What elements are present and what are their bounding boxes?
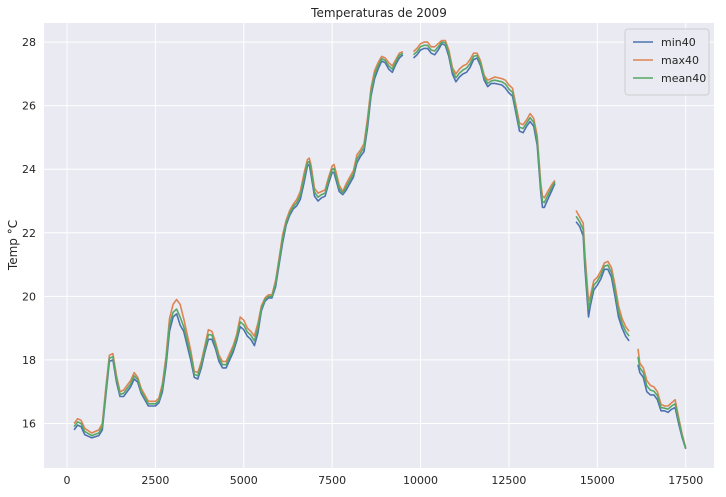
line-mean40 [412, 41, 556, 204]
x-tick-label: 5000 [230, 474, 258, 487]
legend-label: mean40 [661, 72, 706, 85]
series-lines [73, 39, 687, 450]
legend-label: max40 [661, 54, 699, 67]
gridlines [44, 23, 714, 468]
plot-area [44, 23, 714, 468]
line-mean40 [637, 356, 687, 449]
x-tick-label: 17500 [668, 474, 703, 487]
y-axis-label: Temp °C [6, 220, 20, 271]
x-tick-label: 0 [63, 474, 70, 487]
x-tick-label: 12500 [491, 474, 526, 487]
y-tick-label: 28 [22, 36, 36, 49]
x-tick-label: 15000 [580, 474, 615, 487]
line-max40 [73, 50, 404, 434]
series-mean40 [73, 41, 687, 449]
line-mean40 [73, 52, 404, 437]
y-tick-label: 18 [22, 354, 36, 367]
x-tick-label: 2500 [141, 474, 169, 487]
legend-label: min40 [661, 36, 696, 49]
x-tick-label: 7500 [318, 474, 346, 487]
y-tick-label: 24 [22, 163, 36, 176]
line-min40 [73, 54, 404, 439]
line-min40 [412, 42, 556, 209]
chart-title: Temperaturas de 2009 [310, 6, 447, 20]
y-tick-label: 16 [22, 418, 36, 431]
line-mean40 [575, 215, 630, 337]
legend: min40 max40 mean40 [624, 28, 710, 96]
y-tick-label: 26 [22, 100, 36, 113]
x-tick-label: 10000 [403, 474, 438, 487]
y-tick-label: 20 [22, 290, 36, 303]
y-tick-label: 22 [22, 227, 36, 240]
y-tick-labels: 16 18 20 22 24 26 28 [22, 36, 36, 430]
x-tick-labels: 0 2500 5000 7500 10000 12500 15000 17500 [63, 474, 703, 487]
